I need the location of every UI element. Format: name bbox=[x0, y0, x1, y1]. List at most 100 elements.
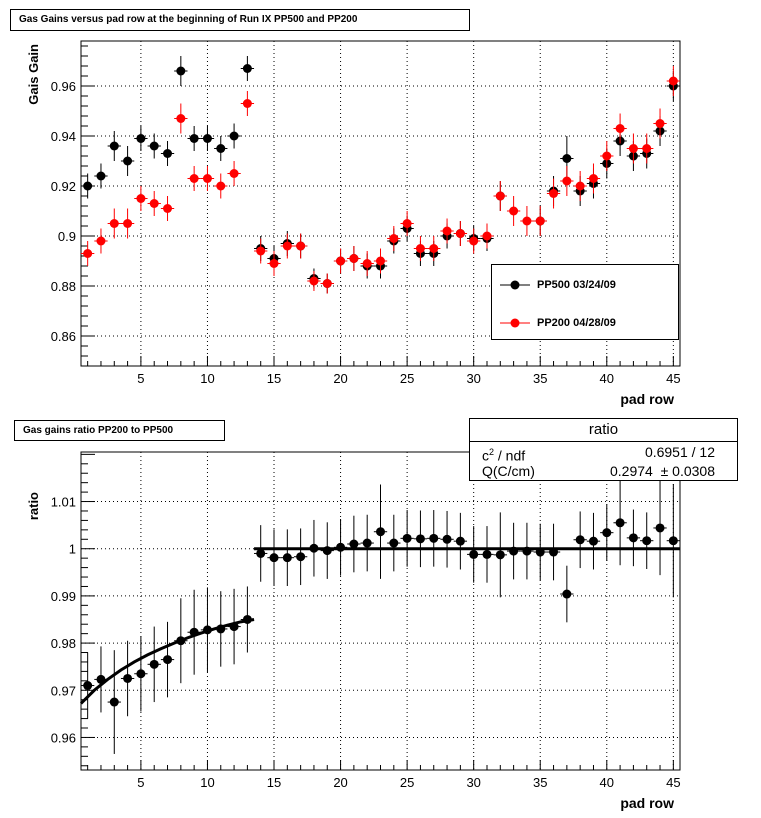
top-point bbox=[149, 199, 159, 208]
top-point bbox=[189, 134, 199, 143]
bottom-point bbox=[189, 627, 199, 637]
top-chart-title: Gas Gains versus pad row at the beginnin… bbox=[10, 9, 470, 31]
bottom-point bbox=[455, 536, 465, 546]
bottom-point bbox=[562, 589, 572, 599]
top-point bbox=[336, 256, 346, 266]
chi2-label: c2 / ndf bbox=[482, 442, 525, 466]
bottom-point bbox=[442, 534, 452, 544]
top-point bbox=[163, 204, 173, 213]
top-y-tick-label: 0.86 bbox=[51, 329, 76, 344]
bottom-x-tick-label: 40 bbox=[600, 775, 614, 790]
top-y-axis-label: Gais Gain bbox=[26, 44, 41, 105]
bottom-x-tick-label: 15 bbox=[267, 775, 281, 790]
top-y-tick-label: 0.92 bbox=[51, 179, 76, 194]
top-x-tick-label: 15 bbox=[267, 371, 281, 386]
bottom-point bbox=[535, 547, 545, 557]
top-chart-title-text: Gas Gains versus pad row at the beginnin… bbox=[19, 14, 358, 25]
bottom-point bbox=[229, 622, 239, 632]
bottom-point bbox=[269, 553, 279, 563]
top-point bbox=[655, 119, 665, 128]
top-point bbox=[482, 231, 492, 241]
bottom-point bbox=[136, 669, 146, 679]
bottom-y-tick-label: 0.96 bbox=[51, 730, 76, 745]
top-point bbox=[202, 134, 212, 143]
bottom-point bbox=[642, 536, 652, 546]
top-point bbox=[83, 249, 93, 258]
bottom-x-tick-label: 25 bbox=[400, 775, 414, 790]
top-point bbox=[522, 216, 532, 226]
bottom-y-tick-label: 0.98 bbox=[51, 636, 76, 651]
top-point bbox=[642, 144, 652, 153]
top-point bbox=[123, 156, 133, 166]
top-point bbox=[269, 259, 279, 268]
top-point bbox=[176, 66, 186, 76]
top-point bbox=[149, 141, 159, 151]
top-point bbox=[376, 256, 385, 266]
top-y-tick-label: 0.96 bbox=[51, 79, 76, 94]
legend-item-pp500: PP500 03/24/09 bbox=[492, 275, 678, 295]
top-point bbox=[562, 154, 572, 163]
bottom-point bbox=[415, 534, 425, 544]
top-x-tick-label: 30 bbox=[466, 371, 480, 386]
top-point bbox=[296, 241, 306, 251]
param-pm: ± bbox=[660, 463, 669, 479]
bottom-point bbox=[495, 550, 505, 560]
bottom-chart-title-text: Gas gains ratio PP200 to PP500 bbox=[23, 425, 174, 436]
top-point bbox=[242, 99, 252, 108]
bottom-y-axis-label: ratio bbox=[26, 492, 41, 520]
top-point bbox=[176, 114, 186, 123]
bottom-point bbox=[628, 533, 638, 543]
top-x-axis-label: pad row bbox=[620, 391, 674, 407]
legend-item-pp200: PP200 04/28/09 bbox=[492, 313, 678, 333]
bottom-point bbox=[176, 636, 186, 646]
stats-row-param: Q(C/cm) 0.2974 ± 0.0308 bbox=[470, 461, 737, 481]
bottom-point bbox=[615, 518, 625, 528]
top-point bbox=[442, 226, 452, 236]
top-point bbox=[309, 276, 319, 286]
bottom-y-tick-label: 1 bbox=[69, 542, 76, 557]
chi2-label-rest: / ndf bbox=[494, 447, 526, 464]
top-point bbox=[509, 206, 519, 216]
top-point bbox=[216, 144, 226, 153]
top-point bbox=[362, 259, 372, 268]
chi2-value: 0.6951 / 12 bbox=[644, 444, 715, 460]
top-point bbox=[189, 174, 199, 183]
bottom-point bbox=[509, 546, 519, 556]
top-point bbox=[429, 244, 439, 253]
legend-marker-pp200 bbox=[500, 318, 530, 328]
top-point bbox=[109, 141, 119, 151]
bottom-x-tick-label: 5 bbox=[137, 775, 144, 790]
top-point bbox=[216, 181, 226, 191]
param-label: Q(C/cm) bbox=[482, 463, 535, 479]
top-y-tick-label: 0.94 bbox=[51, 129, 76, 144]
top-point bbox=[109, 219, 119, 228]
top-point bbox=[242, 64, 252, 73]
top-point bbox=[256, 246, 266, 256]
bottom-point bbox=[549, 547, 559, 557]
bottom-point bbox=[123, 673, 133, 683]
bottom-x-tick-label: 20 bbox=[333, 775, 347, 790]
bottom-point bbox=[309, 543, 319, 553]
legend-label-pp200: PP200 04/28/09 bbox=[537, 317, 616, 329]
top-point bbox=[562, 176, 572, 186]
bottom-point bbox=[349, 539, 359, 549]
top-series-1 bbox=[81, 66, 680, 294]
bottom-point bbox=[322, 546, 332, 556]
bottom-y-tick-label: 1.01 bbox=[51, 495, 76, 510]
bottom-point bbox=[282, 553, 292, 563]
bottom-point bbox=[522, 546, 532, 556]
top-point bbox=[588, 174, 598, 183]
top-point bbox=[96, 171, 106, 181]
top-point bbox=[668, 76, 678, 86]
top-x-tick-label: 35 bbox=[533, 371, 547, 386]
top-x-tick-label: 20 bbox=[333, 371, 347, 386]
top-plot: 5 10 15 20 25 30 35 40 45 0.86 0.88 0.9 0.92 0.94 0.96… bbox=[26, 40, 681, 407]
param-value-number: 0.2974 bbox=[609, 463, 653, 479]
bottom-point bbox=[575, 535, 585, 545]
bottom-point bbox=[109, 697, 119, 707]
top-x-tick-label: 10 bbox=[200, 371, 214, 386]
bottom-point bbox=[256, 548, 266, 558]
bottom-point bbox=[362, 538, 372, 548]
top-point bbox=[123, 219, 133, 228]
